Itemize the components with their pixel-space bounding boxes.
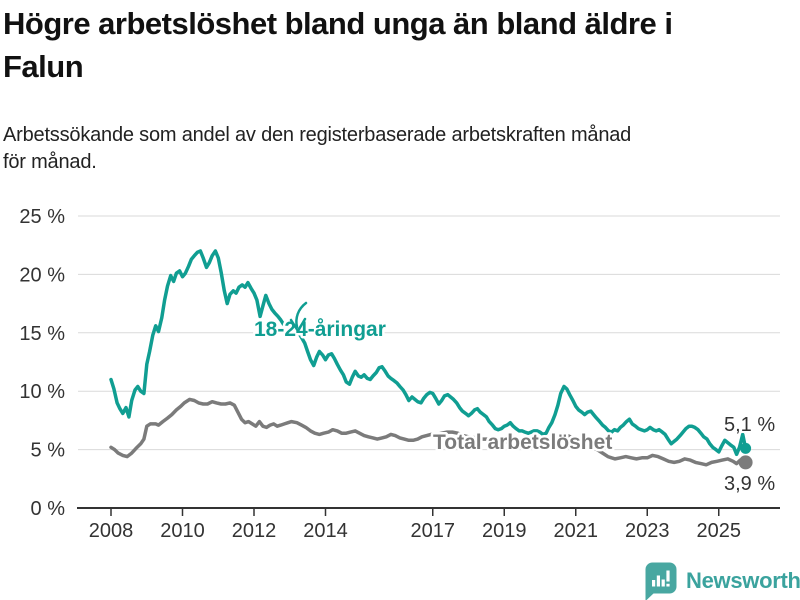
x-tick-label: 2017 [411, 520, 456, 542]
y-tick-label: 20 % [19, 264, 65, 286]
newsworthy-brand: Newsworthy [645, 562, 800, 600]
y-tick-label: 10 % [19, 381, 65, 403]
end-value-total: 3,9 % [724, 473, 775, 495]
data-series [109, 249, 753, 470]
x-tick-label: 2014 [303, 520, 348, 542]
y-tick-label: 15 % [19, 323, 65, 345]
chart-subtitle: Arbetssökande som andel av den registerb… [3, 124, 632, 173]
line-total [109, 397, 748, 467]
y-tick-label: 0 % [31, 498, 66, 520]
gridlines [78, 215, 780, 451]
newsworthy-brand-label: Newsworthy [686, 568, 800, 593]
annotation-arrow-icon [289, 301, 308, 333]
end-value-young: 5,1 % [724, 414, 775, 436]
series-label-total: Total arbetslöshet [433, 431, 612, 454]
end-dot-young [740, 442, 752, 454]
x-tick-label: 2021 [554, 520, 599, 542]
x-tick-label: 2025 [697, 520, 742, 542]
end-dot-total [738, 455, 753, 470]
x-tick-label: 2010 [160, 520, 205, 542]
x-tick-label: 2019 [482, 520, 527, 542]
line-young [109, 249, 748, 457]
chart-annotations: 18-24-åringar Total arbetslöshet 5,1 % 3… [252, 301, 777, 497]
x-tick-label: 2008 [89, 520, 134, 542]
page-title: Högre arbetslöshet bland unga än bland ä… [3, 6, 673, 84]
series-label-young: 18-24-åringar [254, 318, 386, 341]
newsworthy-logo-icon [645, 562, 677, 600]
y-tick-label: 25 % [19, 206, 65, 228]
axes: 0 % 5 % 10 % 15 % 20 % 25 % 2008 2010 2012 2014 20… [19, 206, 780, 542]
x-tick-label: 2023 [625, 520, 670, 542]
y-tick-label: 5 % [31, 440, 66, 462]
x-tick-label: 2012 [232, 520, 277, 542]
